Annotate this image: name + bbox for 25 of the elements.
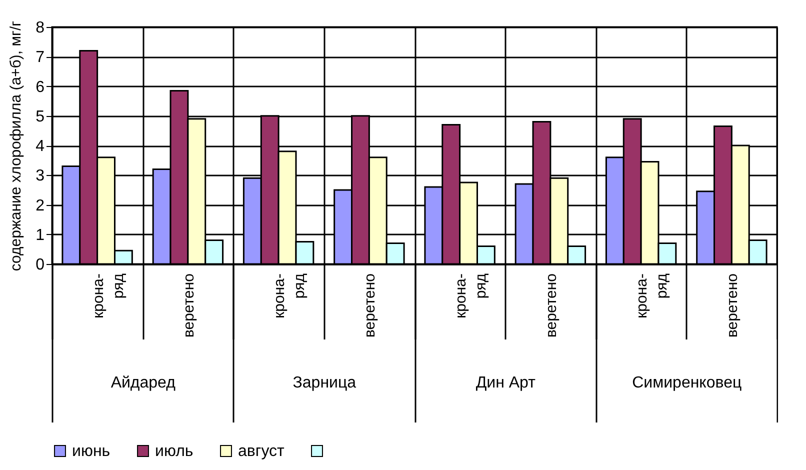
y-axis-title: содержание хлорофилла (а+б), мг/г — [8, 20, 25, 272]
text: Дин Арт — [476, 374, 536, 392]
y-tick-label: 0 — [36, 256, 45, 274]
y-tick-label: 7 — [36, 49, 45, 66]
x-tick-label: веретено — [180, 274, 198, 338]
legend-label: июнь — [72, 443, 110, 460]
y-tick-label: 5 — [36, 108, 45, 126]
x-tick-label: веретено — [724, 274, 742, 338]
text: Зарница — [292, 374, 356, 392]
text: Айдаред — [110, 374, 176, 392]
x-tick-label: веретено — [542, 274, 560, 338]
y-tick-label: 1 — [36, 226, 45, 244]
y-tick-label: 2 — [36, 197, 45, 214]
x-tick-label: веретено — [362, 274, 379, 338]
y-tick-label: 8 — [36, 20, 45, 36]
legend-label: июль — [155, 443, 194, 460]
x-tick-label: крона- ряд — [90, 273, 127, 318]
x-tick-label: крона- ряд — [271, 273, 308, 318]
legend-label: август — [238, 443, 286, 460]
y-tick-label: 6 — [36, 78, 45, 96]
text: Симиренковец — [632, 374, 742, 392]
x-tick-label: крона- ряд — [634, 273, 671, 318]
y-tick-label: 3 — [36, 168, 45, 185]
y-tick-label: 4 — [36, 138, 45, 155]
x-tick-label: крона- ряд — [452, 273, 490, 318]
